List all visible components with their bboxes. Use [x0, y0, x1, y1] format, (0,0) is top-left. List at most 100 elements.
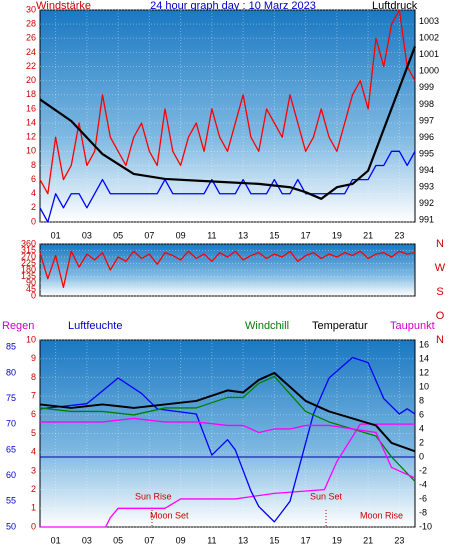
series-line [40, 417, 416, 479]
x-tick-label: 07 [144, 230, 154, 240]
y-tick-label: 90 [26, 277, 36, 287]
y-tick-label: 18 [26, 89, 36, 99]
x-tick-label: 11 [207, 535, 216, 545]
x-tick-label: 05 [113, 230, 123, 240]
x-tick-label: 21 [363, 230, 373, 240]
y-tick-label: 135 [21, 271, 36, 281]
y-tick-label: 994 [419, 165, 434, 175]
y-tick-label: 6 [31, 409, 36, 419]
x-tick-label: 19 [332, 230, 342, 240]
direction-label: W [435, 262, 446, 274]
y-tick-label: -8 [419, 507, 427, 517]
y-tick-label: 993 [419, 182, 434, 192]
y-tick-label: 991 [419, 215, 434, 225]
axis-label: Luftdruck [372, 0, 418, 12]
y-tick-label: 22 [26, 61, 36, 71]
x-tick-label: 19 [332, 535, 342, 545]
y-tick-label: 1000 [419, 66, 439, 76]
series-line [39, 375, 416, 482]
y-tick-label: 2 [419, 437, 424, 447]
y-tick-label: 30 [26, 4, 36, 14]
y-tick-label: 7 [31, 390, 36, 400]
y-tick-label: 995 [419, 148, 434, 158]
series-line [39, 250, 416, 288]
plot-area [39, 9, 416, 223]
x-tick-label: 09 [176, 230, 186, 240]
axis-label: Windstärke [36, 0, 91, 12]
y-tick-label: 1002 [419, 33, 439, 43]
y-tick-label: 0 [31, 521, 36, 531]
x-tick-label: 17 [301, 535, 311, 545]
legend-entry: Temperatur [312, 320, 368, 332]
direction-label: O [436, 310, 445, 322]
x-tick-label: 03 [82, 230, 92, 240]
y-tick-label: 75 [6, 393, 16, 403]
y-tick-label: 55 [6, 496, 16, 506]
y-tick-label: 1 [31, 503, 36, 513]
x-tick-label: 23 [394, 535, 404, 545]
axis-label: Luftfeuchte [68, 320, 122, 332]
y-tick-label: 2 [31, 484, 36, 494]
y-tick-label: 24 [26, 47, 36, 57]
y-tick-label: 999 [419, 82, 434, 92]
y-tick-label: 5 [31, 428, 36, 438]
x-tick-label: 11 [207, 230, 216, 240]
y-tick-label: 20 [26, 75, 36, 85]
y-tick-label: 85 [6, 342, 16, 352]
series-line [39, 46, 417, 200]
y-tick-label: 80 [6, 367, 16, 377]
y-tick-label: 26 [26, 33, 36, 43]
y-tick-label: 0 [31, 216, 36, 226]
y-tick-label: -10 [419, 521, 432, 531]
x-tick-label: 17 [301, 230, 311, 240]
y-tick-label: 45 [26, 284, 36, 294]
y-tick-label: 6 [31, 174, 36, 184]
y-tick-label: 10 [419, 381, 429, 391]
x-tick-label: 15 [269, 535, 279, 545]
x-tick-label: 03 [82, 535, 92, 545]
y-tick-label: 70 [6, 419, 16, 429]
y-tick-label: 6 [419, 409, 424, 419]
y-tick-label: 1003 [419, 16, 439, 26]
x-tick-label: 01 [51, 230, 61, 240]
direction-label: N [436, 238, 444, 250]
y-tick-label: 992 [419, 198, 434, 208]
direction-label: S [436, 286, 443, 298]
y-tick-label: 9 [31, 353, 36, 363]
y-tick-label: 14 [26, 117, 36, 127]
y-tick-label: 270 [21, 251, 36, 261]
y-tick-label: 8 [31, 372, 36, 382]
chart-title: 24 hour graph day : 10 Marz 2023 [150, 0, 316, 12]
y-tick-label: 4 [31, 447, 36, 457]
y-tick-label: 997 [419, 115, 434, 125]
y-tick-label: 16 [26, 103, 36, 113]
y-tick-label: 50 [6, 521, 16, 531]
series-line [39, 9, 416, 195]
annotation: Moon Rise [360, 510, 403, 520]
y-tick-label: 0 [419, 451, 424, 461]
series-line [39, 150, 416, 223]
x-tick-label: 15 [269, 230, 279, 240]
y-tick-label: 8 [419, 395, 424, 405]
y-tick-label: 65 [6, 444, 16, 454]
y-tick-label: 60 [6, 470, 16, 480]
y-tick-label: 16 [419, 339, 429, 349]
y-tick-label: 998 [419, 99, 434, 109]
y-tick-label: 180 [21, 264, 36, 274]
y-tick-label: 315 [21, 245, 36, 255]
x-tick-label: 23 [394, 230, 404, 240]
y-tick-label: 4 [31, 188, 36, 198]
y-tick-label: 28 [26, 19, 36, 29]
annotation: Moon Set [150, 510, 189, 520]
y-tick-label: -4 [419, 479, 427, 489]
y-tick-label: 12 [419, 367, 429, 377]
annotation: Sun Rise [135, 491, 172, 501]
series-line [39, 356, 416, 523]
y-tick-label: 14 [419, 353, 429, 363]
y-tick-label: 10 [26, 334, 36, 344]
y-tick-label: 225 [21, 258, 36, 268]
y-tick-label: 4 [419, 423, 424, 433]
legend-entry: Windchill [245, 320, 289, 332]
axis-label: Regen [2, 320, 34, 332]
